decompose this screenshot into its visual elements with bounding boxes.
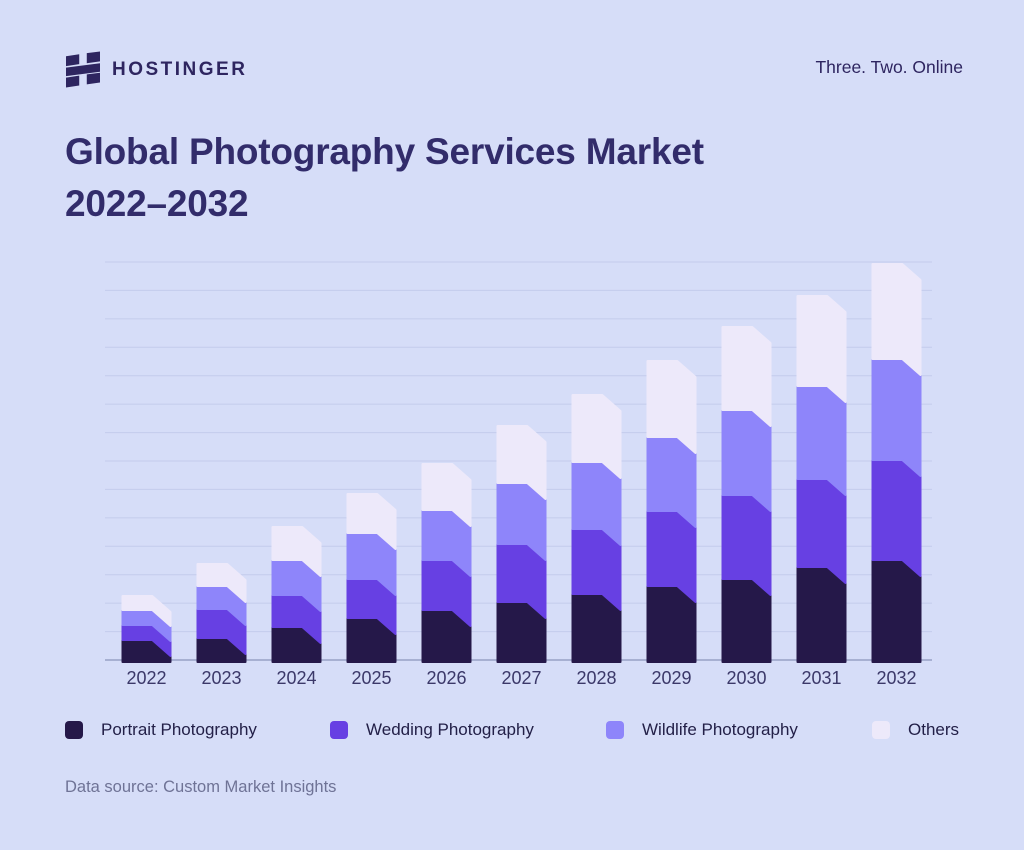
- x-axis-label-2023: 2023: [201, 668, 242, 688]
- stacked-bar-chart: 2022 2023 2024 2025 2026 2027 2028 2029 2030 2031…: [0, 240, 1024, 710]
- legend-swatch-portrait: [65, 721, 83, 739]
- header: HOSTINGER Three. Two. Online: [0, 0, 1024, 110]
- bar-segment-2028-others: [571, 394, 622, 479]
- legend-item-portrait: Portrait Photography: [65, 719, 257, 741]
- bar-segment-2022-others: [121, 595, 172, 627]
- legend-item-wedding: Wedding Photography: [330, 719, 534, 741]
- x-axis-label-2026: 2026: [426, 668, 467, 688]
- bar-segment-2031-others: [796, 295, 847, 403]
- bar-segment-2031-wedding: [796, 478, 847, 584]
- x-axis-label-2030: 2030: [726, 668, 767, 688]
- bar-segment-2032-wildlife: [871, 358, 922, 477]
- bar-segment-2032-wedding: [871, 459, 922, 577]
- x-axis-label-2028: 2028: [576, 668, 617, 688]
- legend-swatch-others: [872, 721, 890, 739]
- x-axis-label-2031: 2031: [801, 668, 842, 688]
- legend-item-wildlife: Wildlife Photography: [606, 719, 798, 741]
- x-axis-labels: 2022 2023 2024 2025 2026 2027 2028 2029 2030 2031…: [0, 668, 1024, 694]
- bar-segment-2023-others: [196, 563, 247, 603]
- data-source-note: Data source: Custom Market Insights: [65, 778, 337, 796]
- x-axis-label-2029: 2029: [651, 668, 692, 688]
- chart-title-line1: Global Photography Services Market: [65, 131, 704, 172]
- bar-segment-2030-others: [721, 326, 772, 427]
- bar-segment-2029-portrait: [646, 585, 697, 663]
- legend-swatch-wildlife: [606, 721, 624, 739]
- legend-item-others: Others: [872, 719, 959, 741]
- bar-segment-2031-portrait: [796, 566, 847, 663]
- chart-title-line2: 2022–2032: [65, 183, 249, 224]
- bar-segment-2030-wedding: [721, 494, 772, 596]
- bar-segment-2030-portrait: [721, 578, 772, 663]
- brand-wordmark: HOSTINGER: [112, 58, 248, 80]
- bar-segment-2032-others: [871, 263, 922, 376]
- bar-segment-2032-portrait: [871, 559, 922, 663]
- hostinger-logo: HOSTINGER: [66, 51, 247, 88]
- hostinger-h-icon: [66, 51, 100, 88]
- chart-canvas: [105, 261, 932, 663]
- x-axis-label-2025: 2025: [351, 668, 392, 688]
- bar-segment-2029-others: [646, 360, 697, 454]
- x-axis-label-2032: 2032: [876, 668, 917, 688]
- bar-segment-2025-others: [346, 493, 397, 550]
- bar-segment-2031-wildlife: [796, 385, 847, 496]
- legend-label-wedding: Wedding Photography: [366, 720, 534, 739]
- bar-segment-2030-wildlife: [721, 409, 772, 512]
- brand-tagline: Three. Two. Online: [815, 57, 963, 77]
- x-axis-label-2027: 2027: [501, 668, 542, 688]
- x-axis-label-2022: 2022: [126, 668, 167, 688]
- bar-segment-2024-others: [271, 526, 322, 577]
- legend-label-portrait: Portrait Photography: [101, 720, 257, 739]
- legend-label-wildlife: Wildlife Photography: [642, 720, 798, 739]
- chart-title: Global Photography Services Market 2022–…: [65, 126, 704, 230]
- legend-label-others: Others: [908, 720, 960, 739]
- legend-swatch-wedding: [330, 721, 348, 739]
- bar-segment-2026-others: [421, 463, 472, 527]
- x-axis-label-2024: 2024: [276, 668, 317, 688]
- chart-legend: Portrait Photography Wedding Photography…: [0, 719, 1024, 745]
- bar-segment-2027-others: [496, 425, 547, 500]
